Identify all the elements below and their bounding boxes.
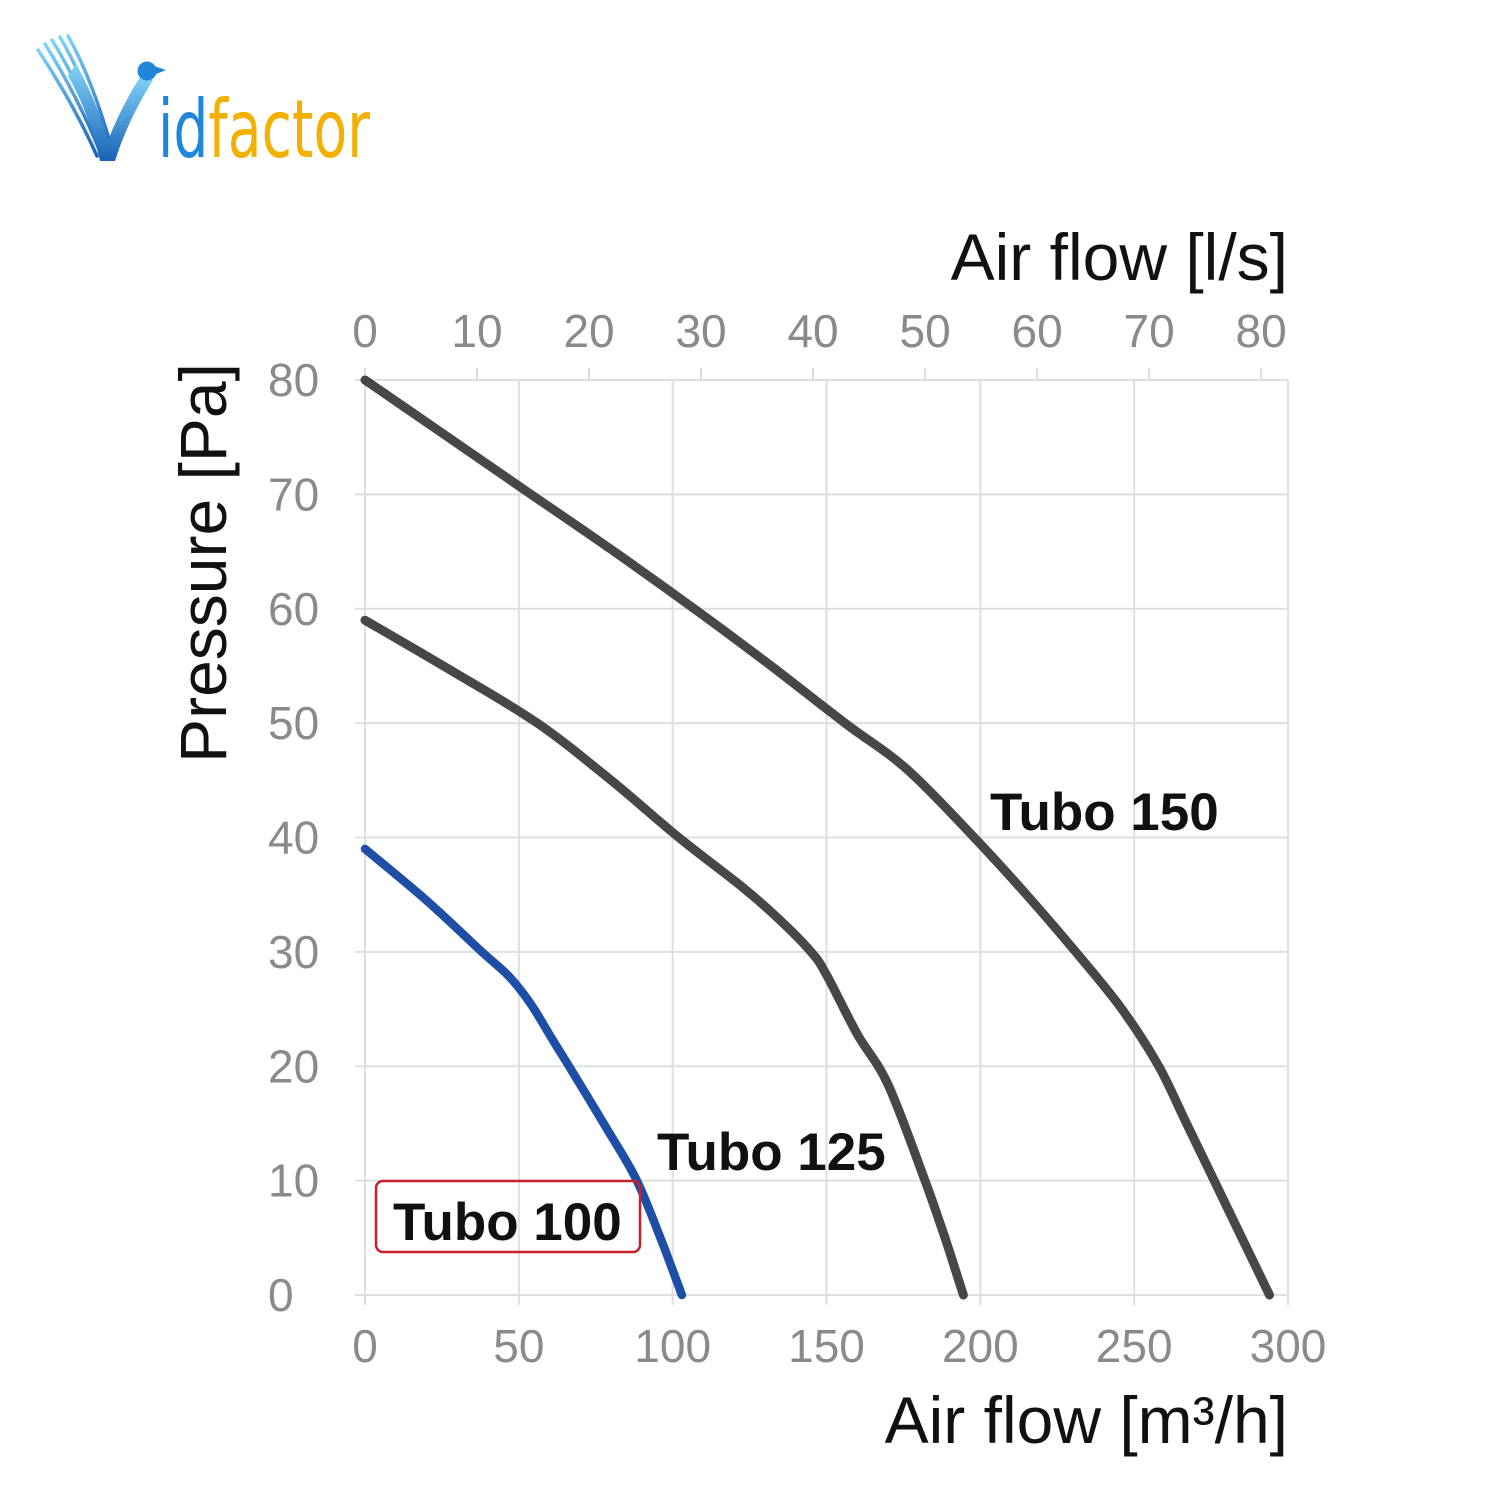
- y-axis-title: Pressure [Pa]: [166, 363, 240, 763]
- logo-v-right-arm: [100, 76, 153, 161]
- x-tick-label: 250: [1096, 1320, 1173, 1372]
- logo-feather-line: [36, 48, 99, 158]
- logo-v-mark: [36, 34, 166, 161]
- logo-bird-beak: [154, 66, 166, 75]
- series-labels: Tubo 150 Tubo 125 Tubo 100: [374, 783, 1219, 1254]
- logo-feather-line: [66, 34, 114, 152]
- series-label-tubo-100: Tubo 100: [393, 1193, 622, 1252]
- x2-tick-label: 50: [899, 305, 950, 357]
- axis-titles: Air flow [l/s] Air flow [m³/h] Pressure …: [166, 220, 1288, 1457]
- x2-tick-label: 0: [352, 305, 378, 357]
- x2-tick-label: 30: [675, 305, 726, 357]
- y-tick-label: 60: [268, 583, 319, 635]
- series-lines: [360, 375, 1274, 1300]
- logo-text-blue: id: [158, 83, 208, 176]
- y-tick-label: 30: [268, 926, 319, 978]
- logo-v-left-arm: [68, 64, 114, 161]
- x-tick-label: 300: [1250, 1320, 1327, 1372]
- y-tick-label: 50: [268, 697, 319, 749]
- x-tick-label: 200: [942, 1320, 1019, 1372]
- logo-text-gold: factor: [208, 83, 370, 176]
- series-line-tubo-150: [360, 375, 1274, 1300]
- y-tick-label: 10: [268, 1155, 319, 1207]
- chart-grid: [355, 368, 1289, 1305]
- x2-tick-label: 80: [1236, 305, 1287, 357]
- highlight-box: [374, 1179, 642, 1254]
- tick-labels: 0 10 20 30 40 50 60 70 80 0 50 100 150 200 250 300 0 10 20…: [268, 305, 1326, 1372]
- series-line-tubo-125: [360, 615, 968, 1300]
- y-tick-label: 40: [268, 812, 319, 864]
- y-tick-label: 70: [268, 468, 319, 520]
- x-tick-label: 0: [352, 1320, 378, 1372]
- series-label-tubo-125: Tubo 125: [657, 1123, 886, 1182]
- y-tick-label: 80: [268, 354, 319, 406]
- x2-tick-label: 10: [451, 305, 502, 357]
- y-tick-label: 20: [268, 1040, 319, 1092]
- vidfactor-logo: idfactor: [36, 34, 370, 176]
- x2-axis-title: Air flow [l/s]: [951, 220, 1288, 294]
- series-line-tubo-100: [360, 844, 687, 1300]
- x-tick-label: 100: [634, 1320, 711, 1372]
- x2-tick-label: 20: [563, 305, 614, 357]
- x2-tick-label: 60: [1012, 305, 1063, 357]
- logo-bird-head: [137, 61, 157, 81]
- series-label-tubo-150: Tubo 150: [990, 783, 1219, 842]
- x2-tick-label: 40: [787, 305, 838, 357]
- x-tick-label: 150: [788, 1320, 865, 1372]
- x2-tick-label: 70: [1124, 305, 1175, 357]
- logo-wordmark: idfactor: [158, 83, 370, 176]
- x-axis-title: Air flow [m³/h]: [885, 1383, 1288, 1457]
- y-tick-label: 0: [268, 1269, 294, 1321]
- x-tick-label: 50: [493, 1320, 544, 1372]
